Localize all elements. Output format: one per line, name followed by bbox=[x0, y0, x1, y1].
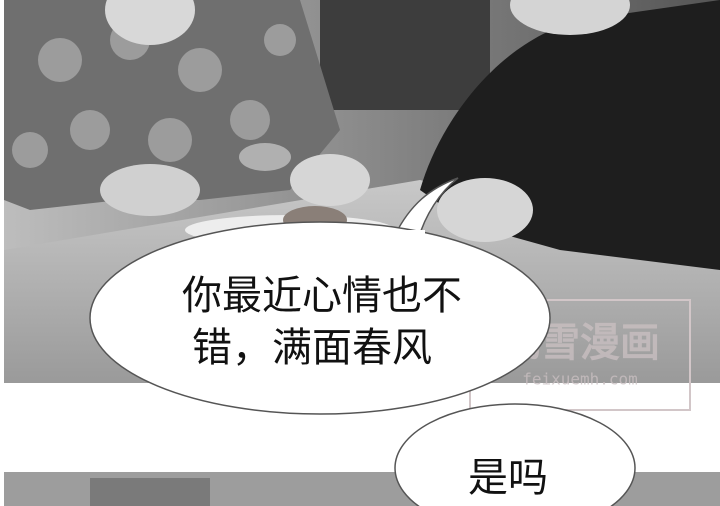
speech-bubble: 是吗 bbox=[394, 403, 636, 506]
speech-bubble: 你最近心情也不 错，满面春风 bbox=[89, 177, 551, 415]
bubble-body bbox=[394, 403, 636, 506]
speech-line: 是吗 bbox=[468, 455, 548, 501]
bubble-tail bbox=[393, 177, 459, 241]
speech-line: 你最近心情也不 bbox=[182, 273, 462, 319]
bubble-body bbox=[89, 221, 551, 415]
watermark-url: feixuemh.com bbox=[522, 370, 638, 389]
speech-line: 错，满面春风 bbox=[192, 325, 432, 371]
